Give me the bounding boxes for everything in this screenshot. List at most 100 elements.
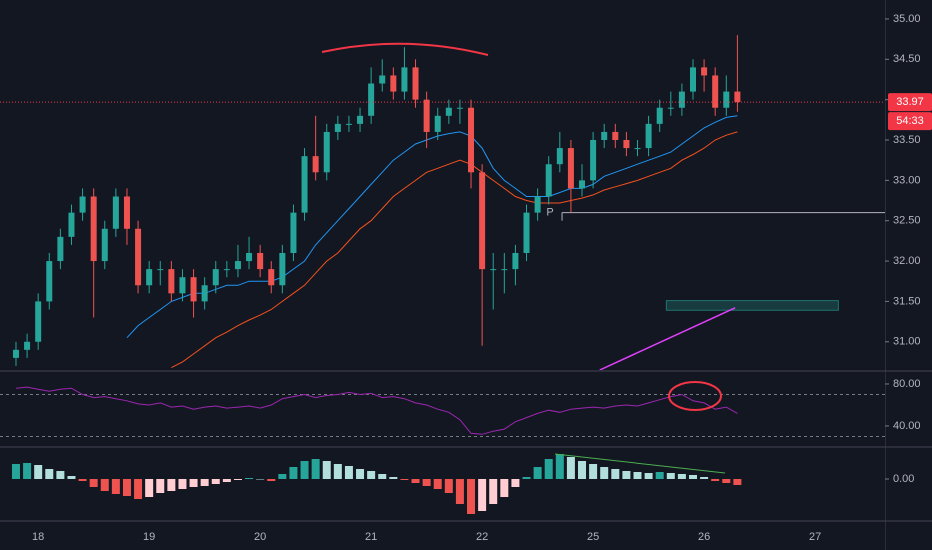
- zone: [665, 300, 839, 311]
- candle-body: [79, 196, 86, 213]
- candle-body: [12, 349, 19, 358]
- y-tick-label: 32.00: [893, 255, 921, 267]
- histogram-bar: [600, 467, 609, 479]
- candle-body: [190, 277, 197, 302]
- candle-body: [135, 228, 142, 286]
- histogram-bar: [433, 479, 442, 489]
- histogram-bar: [467, 479, 476, 514]
- x-tick-label: 25: [587, 531, 599, 543]
- candle-body: [468, 107, 475, 173]
- histogram-bar: [711, 479, 720, 481]
- histogram-bar: [111, 479, 120, 494]
- y-tick-label: 33.00: [893, 174, 921, 186]
- histogram-bar: [566, 457, 575, 479]
- candle-body: [24, 341, 31, 350]
- candle-body: [212, 269, 219, 286]
- histogram-bar: [311, 459, 320, 479]
- histogram-bar: [389, 477, 398, 479]
- y-tick-label: 80.00: [893, 378, 921, 390]
- histogram-bar: [134, 479, 143, 499]
- histogram-bar: [256, 479, 265, 480]
- histogram-bar: [677, 474, 686, 479]
- rsi-pane: [0, 386, 885, 437]
- histogram-bar: [333, 464, 342, 479]
- candle-body: [246, 252, 253, 262]
- candle-body: [268, 269, 275, 286]
- histogram-bar: [589, 464, 598, 479]
- histogram-bar: [378, 474, 387, 479]
- histogram-bar: [555, 454, 564, 479]
- candle-body: [334, 123, 341, 132]
- y-tick-label: 0.00: [893, 473, 914, 485]
- y-tick-label: 34.50: [893, 53, 921, 65]
- candle-body: [101, 228, 108, 262]
- candle-body: [157, 269, 164, 271]
- candle-body: [623, 140, 630, 149]
- y-tick-label: 32.50: [893, 215, 921, 227]
- candle-body: [734, 91, 741, 103]
- histogram-bar: [245, 478, 254, 479]
- histogram-bar: [500, 479, 509, 497]
- candle-body: [146, 269, 153, 286]
- histogram-bar: [700, 477, 709, 479]
- moving-average: [126, 115, 738, 339]
- histogram-bar: [655, 472, 664, 479]
- histogram-bar: [666, 473, 675, 479]
- histogram-bar: [733, 479, 742, 485]
- histogram-bar: [122, 479, 131, 496]
- candle-body: [68, 212, 75, 237]
- candle-body: [523, 212, 530, 253]
- histogram-bar: [533, 467, 542, 479]
- candle-body: [701, 67, 708, 76]
- candle-body: [556, 148, 563, 165]
- candle-body: [678, 91, 685, 108]
- histogram-bar: [522, 477, 531, 479]
- candle-body: [590, 140, 597, 181]
- candle-body: [368, 83, 375, 116]
- x-tick-label: 18: [32, 531, 44, 543]
- candle-body: [290, 212, 297, 253]
- histogram-bar: [633, 472, 642, 479]
- y-tick-label: 35.00: [893, 13, 921, 25]
- candle-body: [46, 261, 53, 302]
- histogram-bar: [145, 479, 154, 497]
- candle-body: [390, 75, 397, 92]
- histogram-bar: [100, 479, 109, 491]
- candle-body: [379, 75, 386, 84]
- candle-body: [234, 261, 241, 270]
- histogram-bar: [167, 479, 176, 491]
- candle-body: [634, 148, 641, 150]
- candle-body: [179, 277, 186, 294]
- drawn-arc: [321, 42, 489, 56]
- candle-body: [279, 252, 286, 286]
- histogram-bar: [89, 479, 98, 487]
- candle-body: [123, 196, 130, 229]
- candle-body: [345, 123, 352, 125]
- histogram-bar: [722, 479, 731, 483]
- candle-body: [223, 269, 230, 271]
- x-tick-label: 26: [698, 531, 710, 543]
- candle-body: [412, 67, 419, 100]
- drawn-line: [554, 453, 726, 474]
- candle-body: [601, 131, 608, 141]
- x-tick-label: 19: [143, 531, 155, 543]
- histogram-bar: [78, 479, 87, 481]
- candle-body: [723, 91, 730, 108]
- candle-body: [712, 75, 719, 108]
- histogram-bar: [688, 475, 697, 479]
- histogram-bar: [489, 479, 498, 504]
- histogram-bar: [578, 461, 587, 479]
- histogram-bar: [422, 479, 431, 486]
- moving-average: [171, 131, 738, 369]
- histogram-bar: [189, 479, 198, 487]
- candle-body: [312, 156, 319, 173]
- histogram-bar: [622, 471, 631, 479]
- candle-body: [401, 67, 408, 92]
- histogram-bar: [156, 479, 165, 493]
- candle-body: [501, 269, 508, 271]
- histogram-bar: [356, 469, 365, 479]
- candle-body: [667, 107, 674, 109]
- histogram-bar: [267, 479, 276, 481]
- y-tick-label: 33.50: [893, 134, 921, 146]
